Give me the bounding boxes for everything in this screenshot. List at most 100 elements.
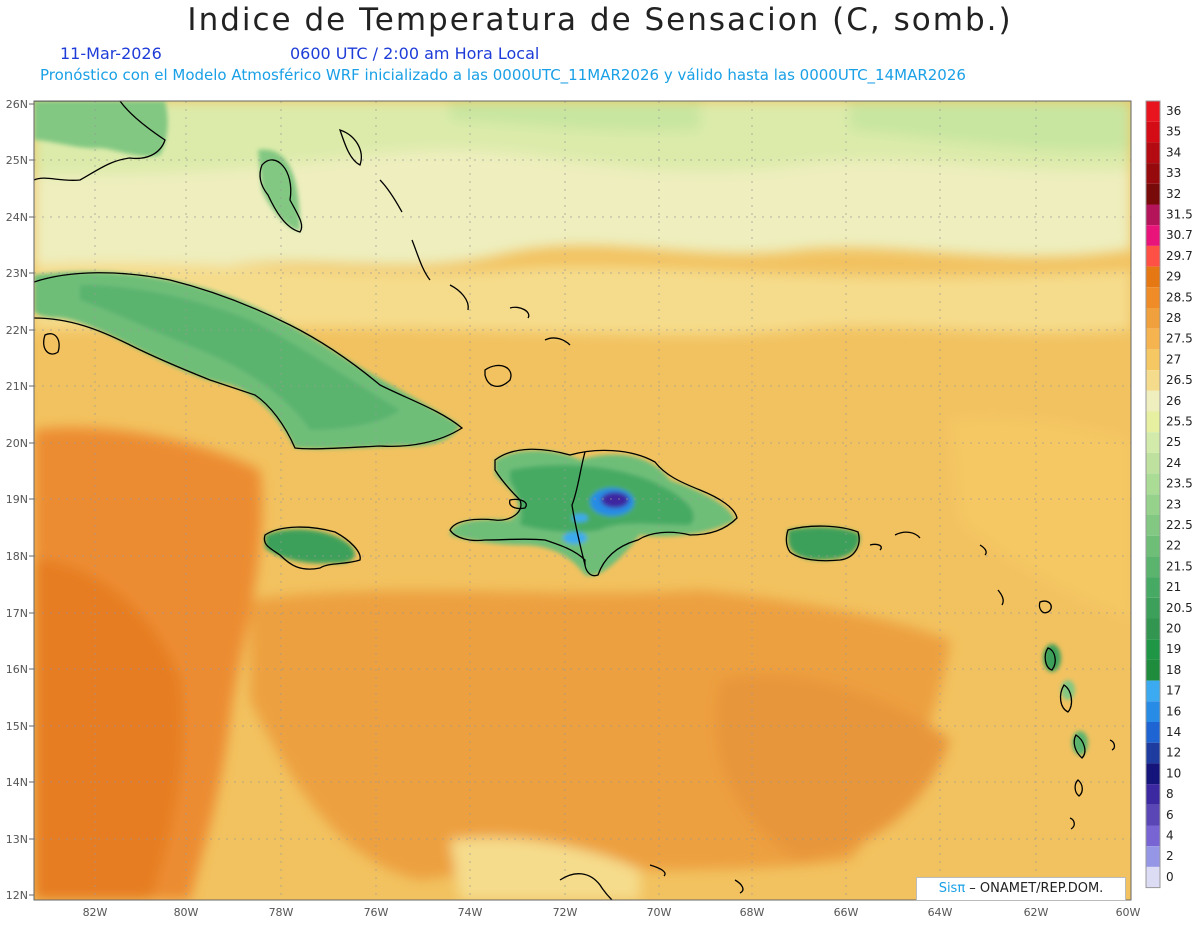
lat-label-12n: 12N (6, 889, 28, 902)
legend-label: 23.5 (1166, 477, 1193, 491)
lon-label-72w: 72W (553, 906, 578, 919)
legend-swatch (1146, 266, 1160, 288)
legend-swatch (1146, 763, 1160, 785)
legend-swatch (1146, 349, 1160, 371)
lon-label-82w: 82W (83, 906, 108, 919)
legend-swatch (1146, 846, 1160, 867)
hispaniola-coastline (449, 448, 738, 577)
legend-label: 8 (1166, 787, 1174, 801)
eleuthera-coastline (379, 179, 403, 213)
lat-label-21n: 21N (6, 380, 28, 393)
temperature-field (34, 101, 1131, 900)
lat-label-19n: 19N (6, 493, 28, 506)
legend-swatch (1146, 825, 1160, 847)
lon-label-62w: 62W (1024, 906, 1049, 919)
legend-label: 19 (1166, 642, 1181, 656)
venezuela-coast (559, 873, 613, 900)
cat-island-coastline (411, 239, 431, 281)
legend-swatch (1146, 701, 1160, 722)
lat-label-20n: 20N (6, 437, 28, 450)
dominica (1044, 647, 1056, 671)
legend-swatch (1146, 432, 1160, 453)
map-title: Indice de Temperatura de Sensacion (C, s… (187, 2, 1013, 38)
legend-label: 36 (1166, 104, 1181, 118)
gonave-coastline (509, 498, 527, 510)
lon-label-78w: 78W (269, 906, 294, 919)
legend-label: 28 (1166, 311, 1181, 325)
legend-label: 31.5 (1166, 208, 1193, 222)
legend-label: 6 (1166, 808, 1174, 822)
legend-label: 21 (1166, 580, 1181, 594)
color-legend: 363534333231.530.729.72928.52827.52726.5… (1145, 100, 1193, 889)
legend-label: 22.5 (1166, 518, 1193, 532)
legend-label: 16 (1166, 704, 1181, 718)
virgin-islands (894, 531, 921, 539)
legend-swatch (1146, 639, 1160, 660)
legend-swatch (1146, 618, 1160, 640)
legend-swatch (1146, 535, 1160, 557)
forecast-date: 11-Mar-2026 (60, 44, 162, 63)
legend-swatch (1146, 287, 1160, 308)
legend-label: 20 (1166, 622, 1181, 636)
legend-label: 29 (1166, 270, 1181, 284)
florida-coastline (34, 101, 166, 182)
legend-label: 29.7 (1166, 249, 1193, 263)
legend-label: 2 (1166, 849, 1174, 863)
lat-label-25n: 25N (6, 154, 28, 167)
legend-label: 24 (1166, 456, 1181, 470)
legend-swatch (1146, 411, 1160, 433)
lon-label-60w: 60W (1116, 906, 1141, 919)
legend-label: 23 (1166, 497, 1181, 511)
lat-label-17n: 17N (6, 607, 28, 620)
legend-swatch (1146, 390, 1160, 412)
lat-label-22n: 22N (6, 324, 28, 337)
credit-box: Sisπ – ONAMET/REP.DOM. (916, 877, 1126, 901)
forecast-time: 0600 UTC / 2:00 am Hora Local (290, 44, 540, 63)
legend-label: 26.5 (1166, 373, 1193, 387)
legend-swatch (1146, 370, 1160, 391)
legend-swatch (1146, 473, 1160, 495)
legend-label: 32 (1166, 187, 1181, 201)
inagua-coastline (484, 364, 512, 387)
legend-label: 10 (1166, 766, 1181, 780)
legend-label: 35 (1166, 125, 1181, 139)
lat-label-14n: 14N (6, 776, 28, 789)
legend-label: 27 (1166, 352, 1181, 366)
legend-label: 34 (1166, 145, 1181, 159)
legend-swatch (1146, 722, 1160, 743)
barbados (1109, 739, 1116, 751)
lat-label-26n: 26N (6, 98, 28, 111)
isla-juventud-coastline (43, 333, 60, 355)
legend-label: 33 (1166, 166, 1181, 180)
legend-label: 22 (1166, 539, 1181, 553)
legend-swatch (1146, 204, 1160, 226)
legend-label: 12 (1166, 746, 1181, 760)
aruba-curacao (649, 864, 744, 894)
legend-swatch (1146, 597, 1160, 619)
legend-label: 20.5 (1166, 601, 1193, 615)
legend-swatch (1146, 183, 1160, 205)
lat-label-18n: 18N (6, 550, 28, 563)
st-kitts (997, 589, 1004, 606)
lon-label-70w: 70W (647, 906, 672, 919)
legend-label: 14 (1166, 725, 1181, 739)
st-lucia (1073, 734, 1086, 759)
puerto-rico-coastline (785, 525, 860, 562)
lat-label-24n: 24N (6, 211, 28, 224)
anguilla (979, 544, 987, 556)
abaco-coastline (338, 128, 362, 166)
haiti-border (571, 451, 586, 566)
legend-swatch (1146, 680, 1160, 702)
legend-swatch (1146, 577, 1160, 598)
lon-label-64w: 64W (928, 906, 953, 919)
lat-label-23n: 23N (6, 267, 28, 280)
map-frame (33, 100, 1132, 901)
st-vincent (1074, 779, 1083, 797)
legend-label: 25.5 (1166, 415, 1193, 429)
andros-coastline (259, 159, 303, 233)
legend-swatch (1146, 163, 1160, 184)
legend-frame (1145, 100, 1161, 889)
lon-label-68w: 68W (740, 906, 765, 919)
legend-swatch (1146, 784, 1160, 805)
